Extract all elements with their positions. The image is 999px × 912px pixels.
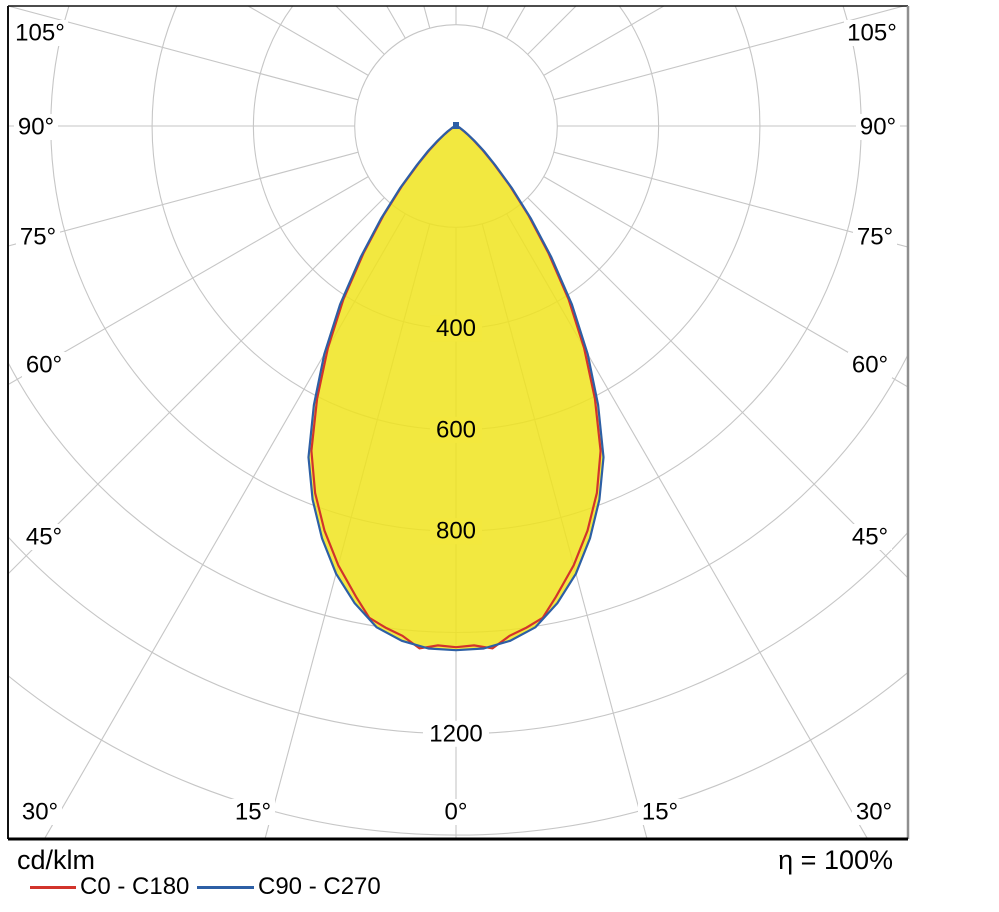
grid-ray [8,6,359,101]
angle-label: 0° [445,799,468,826]
angle-label: 105° [15,20,65,47]
angle-label-bg [22,524,66,550]
grid-ray [527,6,577,55]
angle-label: 15° [642,799,678,826]
angle-label-bg [853,224,897,250]
radial-label-bg [423,720,489,747]
angle-label: 90° [860,114,896,141]
radial-axis-label: 800 [436,518,476,545]
grid-ray [8,151,359,247]
grid-ray [247,6,369,76]
grid-ray [553,6,906,101]
angle-label: 30° [22,799,58,826]
angle-label-bg [22,352,66,378]
angle-label: 75° [20,224,56,251]
angle-label: 15° [235,799,271,826]
radial-axis-label: 1200 [429,720,482,747]
radial-label-bg [430,416,482,443]
angle-label-bg [18,799,62,825]
angle-label-bg [16,224,60,250]
angle-label-bg [638,799,682,825]
radial-axis-label: 400 [436,315,476,342]
radial-axis-label: 600 [436,416,476,443]
grid-ray [543,176,908,388]
grid-ray [423,6,431,29]
beam-lobe-fill [308,126,604,651]
polar-intensity-chart: 400 600 800 1200 105° 90° 75° 60° 45° 30° 15° 0° 15°… [7,5,910,841]
angle-label: 90° [18,114,54,141]
angle-label: 60° [852,352,888,379]
legend-line-c90-icon [197,886,254,889]
grid-ray [553,151,908,248]
angle-label-bg [440,799,472,825]
plot-border [7,5,910,841]
radial-label-bg [430,315,482,342]
angle-labels: 105° 90° 75° 60° 45° 30° 15° 0° 15° 30° 45° 60° 75° 9… [12,20,900,826]
angle-label: 45° [852,524,888,551]
angle-label: 105° [847,20,897,47]
radial-axis-labels: 400 600 800 1200 [423,315,489,747]
angle-label-bg [848,524,892,550]
angle-label: 45° [26,524,62,551]
angle-label-bg [852,799,896,825]
curve-c90-c270 [307,125,605,652]
intensity-curves [307,125,605,652]
angle-label-bg [856,114,900,140]
grid-ray [543,6,665,76]
legend-label-c0-c180: C0 - C180 [80,873,190,900]
angle-label-bg [844,20,900,46]
radial-label-bg [430,518,482,545]
efficiency-label: η = 100% [778,845,893,875]
angle-label-bg [12,20,68,46]
angle-label-bg [231,799,275,825]
angle-label-bg [848,352,892,378]
grid-ray [481,6,489,29]
angle-label: 60° [26,352,62,379]
unit-label: cd/klm [17,845,96,875]
grid-ray [527,197,908,579]
grid-ray [8,197,385,575]
angle-label: 75° [857,224,893,251]
legend-label-c90-c270: C90 - C270 [258,873,381,900]
angle-label-bg [14,114,58,140]
angle-label: 30° [856,799,892,826]
legend-line-c0-icon [30,886,76,889]
curve-peak-marker [453,122,459,129]
